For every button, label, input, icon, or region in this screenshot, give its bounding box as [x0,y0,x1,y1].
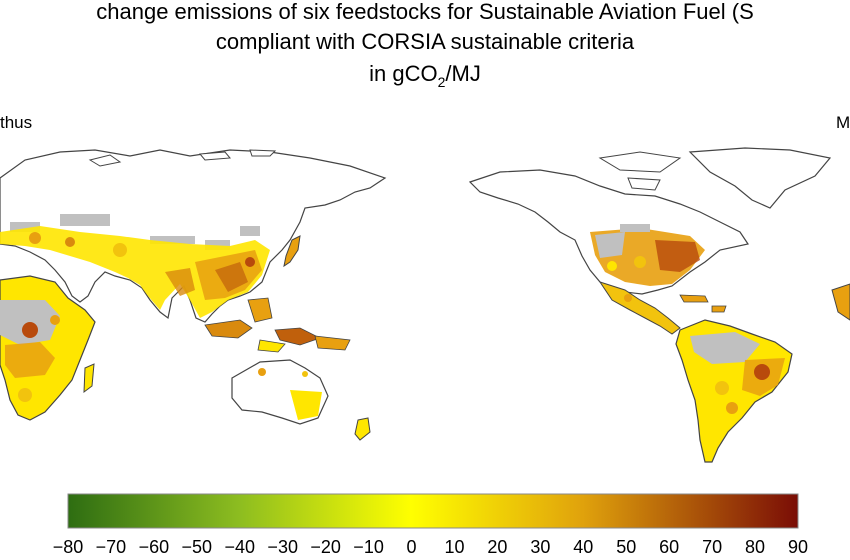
colorbar-tick: −40 [224,537,256,557]
eurasia-emissions-cells [0,226,270,318]
central-america-landmass [598,281,681,335]
map-title-line-3: in gCO2/MJ [0,61,850,91]
left-map-panel [0,149,387,441]
colorbar-tick: 0 [406,537,417,557]
arctic-islands [88,149,277,167]
colorbar-tick: 80 [745,537,766,557]
colorbar-tick: −80 [52,537,84,557]
sea-islands [204,297,351,353]
colorbar-tick: 90 [787,537,809,557]
mexico-cell [624,294,632,302]
colorbar-tick: −30 [267,537,298,557]
colorbar-tick: −50 [181,537,213,557]
eurasia-no-data [10,214,260,250]
japan-island [283,235,301,268]
colorbar-tick: 30 [530,537,551,557]
colorbar-tick: 20 [487,537,508,557]
south-america-emissions-cells [690,332,785,430]
right-panel-label: M [836,113,850,132]
colorbar-tick: 40 [573,537,594,557]
colorbar-tick: 60 [659,537,680,557]
madagascar-island [83,363,95,394]
canadian-arctic-islands [598,151,682,191]
north-america-emissions-cells [590,224,705,286]
right-map-panel [468,147,850,463]
colorbar-gradient [67,493,799,529]
australia-emissions-cells [258,368,322,420]
colorbar-tick: −70 [95,537,127,557]
map-title-line-1: change emissions of six feedstocks for S… [96,0,754,24]
caribbean-islands [679,294,727,313]
colorbar-tick: −10 [353,537,384,557]
colorbar-tick: 10 [444,537,465,557]
units-subscript: 2 [437,74,446,90]
units-prefix: in gCO [369,61,438,86]
colorbar [67,493,799,529]
europe-africa-edge-fragment [831,283,850,321]
colorbar-tick: 70 [702,537,723,557]
greenland-landmass [688,147,832,209]
map-title-line-2: compliant with CORSIA sustainable criter… [215,29,635,54]
new-zealand-island [354,417,371,441]
colorbar-tick: −20 [310,537,341,557]
colorbar-tick: −60 [138,537,170,557]
units-suffix: /MJ [445,61,481,86]
left-panel-label: thus [0,113,33,132]
colorbar-tick: 50 [616,537,637,557]
africa-emissions-cells [0,300,60,402]
